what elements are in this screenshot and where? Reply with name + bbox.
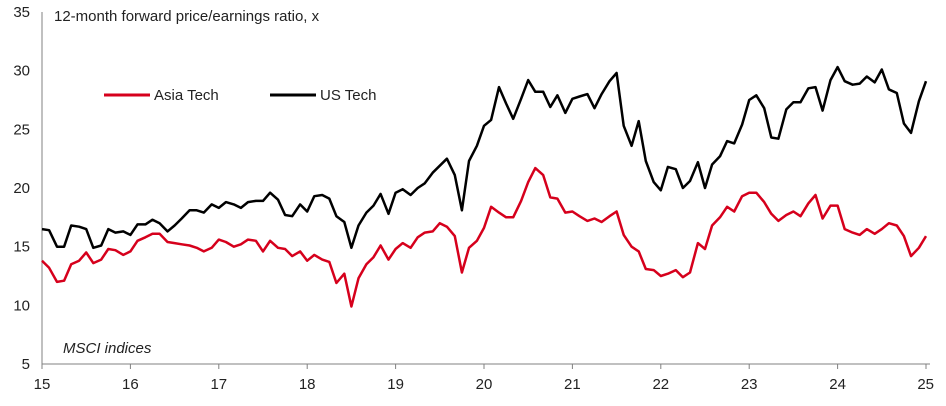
y-tick-label: 35 bbox=[13, 4, 30, 21]
x-tick-label: 24 bbox=[829, 376, 846, 393]
y-tick-label: 30 bbox=[13, 63, 30, 80]
x-tick-label: 21 bbox=[564, 376, 581, 393]
x-tick-label: 15 bbox=[34, 376, 51, 393]
x-tick-label: 23 bbox=[741, 376, 758, 393]
x-axis-ticks: 15 16 17 18 19 20 21 22 23 24 25 bbox=[34, 364, 934, 393]
x-tick-label: 22 bbox=[652, 376, 669, 393]
x-tick-label: 16 bbox=[122, 376, 139, 393]
x-tick-label: 20 bbox=[476, 376, 493, 393]
source-note: MSCI indices bbox=[63, 340, 152, 357]
x-tick-label: 19 bbox=[387, 376, 404, 393]
legend: Asia Tech US Tech bbox=[104, 87, 376, 104]
x-tick-label: 25 bbox=[917, 376, 934, 393]
x-tick-label: 18 bbox=[299, 376, 316, 393]
x-axis: 15 16 17 18 19 20 21 22 23 24 25 bbox=[34, 363, 934, 393]
y-axis-ticks: 5 10 15 20 25 30 35 bbox=[13, 4, 30, 373]
x-tick-label: 17 bbox=[210, 376, 227, 393]
y-tick-label: 20 bbox=[13, 180, 30, 197]
legend-label-us-tech: US Tech bbox=[320, 87, 376, 104]
y-tick-label: 10 bbox=[13, 297, 30, 314]
y-axis-title: 12-month forward price/earnings ratio, x bbox=[54, 8, 320, 25]
series-line-asia-tech bbox=[41, 166, 928, 308]
legend-item-asia-tech: Asia Tech bbox=[104, 87, 219, 104]
series-layer bbox=[41, 65, 928, 308]
y-tick-label: 5 bbox=[22, 356, 30, 373]
legend-label-asia-tech: Asia Tech bbox=[154, 87, 219, 104]
y-tick-label: 15 bbox=[13, 239, 30, 256]
series-line-us-tech bbox=[41, 65, 928, 250]
y-tick-label: 25 bbox=[13, 121, 30, 138]
legend-item-us-tech: US Tech bbox=[270, 87, 376, 104]
y-axis: 5 10 15 20 25 30 35 bbox=[13, 4, 43, 373]
